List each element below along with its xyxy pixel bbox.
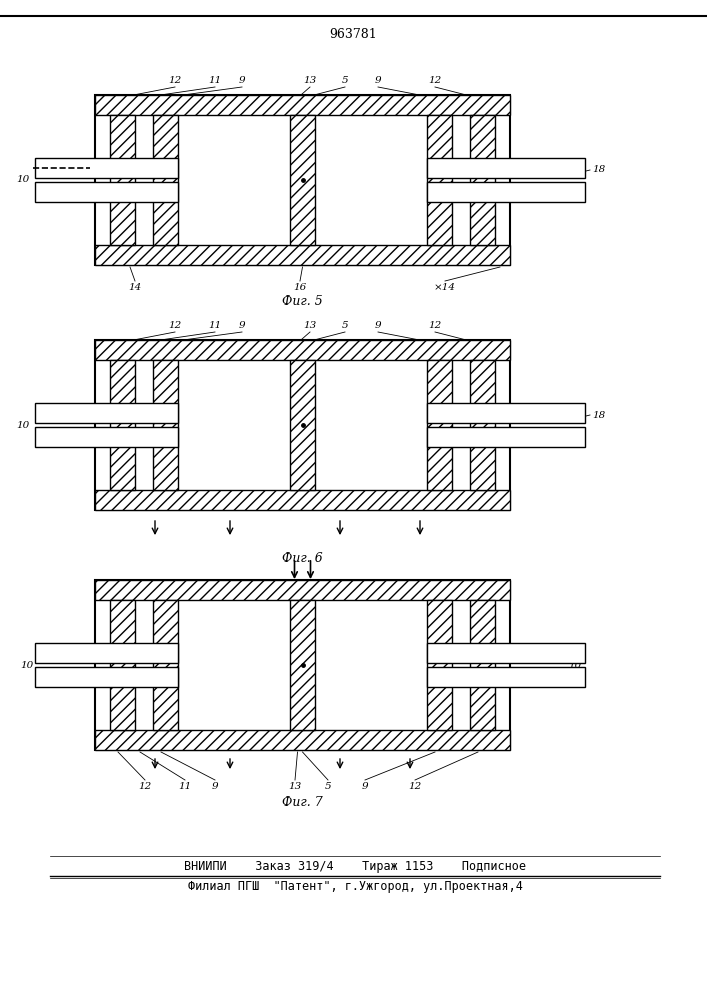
Bar (35, 667, 178, 687)
Bar (95, 340, 510, 360)
Text: Филиал ПГШ  "Патент", г.Ужгород, ул.Проектная,4: Филиал ПГШ "Патент", г.Ужгород, ул.Проек… (187, 880, 522, 893)
Bar (95, 245, 510, 265)
Bar (35, 182, 178, 202)
Bar (427, 115, 452, 245)
Bar (153, 600, 178, 730)
Text: 10: 10 (16, 176, 30, 184)
Bar (153, 360, 178, 490)
Text: 12: 12 (168, 321, 182, 330)
Text: 18: 18 (592, 410, 605, 420)
Bar (289, 115, 315, 245)
Text: 9: 9 (211, 782, 218, 791)
Text: 16: 16 (293, 283, 307, 292)
Text: 10: 10 (568, 660, 582, 670)
Text: 11: 11 (209, 76, 221, 85)
Bar (427, 600, 452, 730)
Text: 12: 12 (139, 782, 151, 791)
Text: 9: 9 (362, 782, 368, 791)
Text: 11: 11 (209, 321, 221, 330)
Bar (470, 360, 495, 490)
Bar (153, 115, 178, 245)
Bar (427, 403, 585, 423)
Bar (95, 580, 510, 750)
Bar (110, 115, 135, 245)
Text: 14: 14 (129, 283, 141, 292)
Bar (110, 360, 135, 490)
Bar (470, 115, 495, 245)
Text: ВНИИПИ    Заказ 319/4    Тираж 1153    Подписное: ВНИИПИ Заказ 319/4 Тираж 1153 Подписное (184, 860, 526, 873)
Text: 13: 13 (288, 782, 302, 791)
Bar (95, 580, 510, 600)
Text: 9: 9 (375, 321, 381, 330)
Text: 13: 13 (303, 76, 317, 85)
Text: 963781: 963781 (329, 28, 377, 41)
Bar (35, 643, 178, 663)
Bar (95, 95, 510, 265)
Text: 9: 9 (239, 76, 245, 85)
Bar (427, 360, 452, 490)
Bar (427, 643, 585, 663)
Text: 10: 10 (16, 420, 30, 430)
Text: Фиг. 5: Фиг. 5 (282, 295, 323, 308)
Bar (110, 600, 135, 730)
Bar (289, 360, 315, 490)
Text: 13: 13 (303, 321, 317, 330)
Text: 5: 5 (341, 76, 349, 85)
Text: 18: 18 (592, 165, 605, 174)
Bar (35, 427, 178, 447)
Text: 5: 5 (341, 321, 349, 330)
Text: 9: 9 (239, 321, 245, 330)
Bar (95, 730, 510, 750)
Bar (427, 182, 585, 202)
Bar (35, 403, 178, 423)
Bar (427, 158, 585, 178)
Text: 12: 12 (428, 321, 442, 330)
Text: 12: 12 (428, 76, 442, 85)
Text: Фиг. 6: Фиг. 6 (282, 552, 323, 565)
Text: 12: 12 (409, 782, 421, 791)
Bar (470, 600, 495, 730)
Bar (35, 158, 178, 178)
Text: Фиг. 7: Фиг. 7 (282, 796, 323, 809)
Bar (95, 340, 510, 510)
Text: 9: 9 (375, 76, 381, 85)
Text: 5: 5 (325, 782, 332, 791)
Text: 10: 10 (21, 660, 34, 670)
Bar (95, 490, 510, 510)
Bar (289, 600, 315, 730)
Text: 12: 12 (168, 76, 182, 85)
Bar (95, 95, 510, 115)
Bar (427, 427, 585, 447)
Text: 11: 11 (178, 782, 192, 791)
Bar (427, 667, 585, 687)
Text: ×14: ×14 (434, 283, 456, 292)
